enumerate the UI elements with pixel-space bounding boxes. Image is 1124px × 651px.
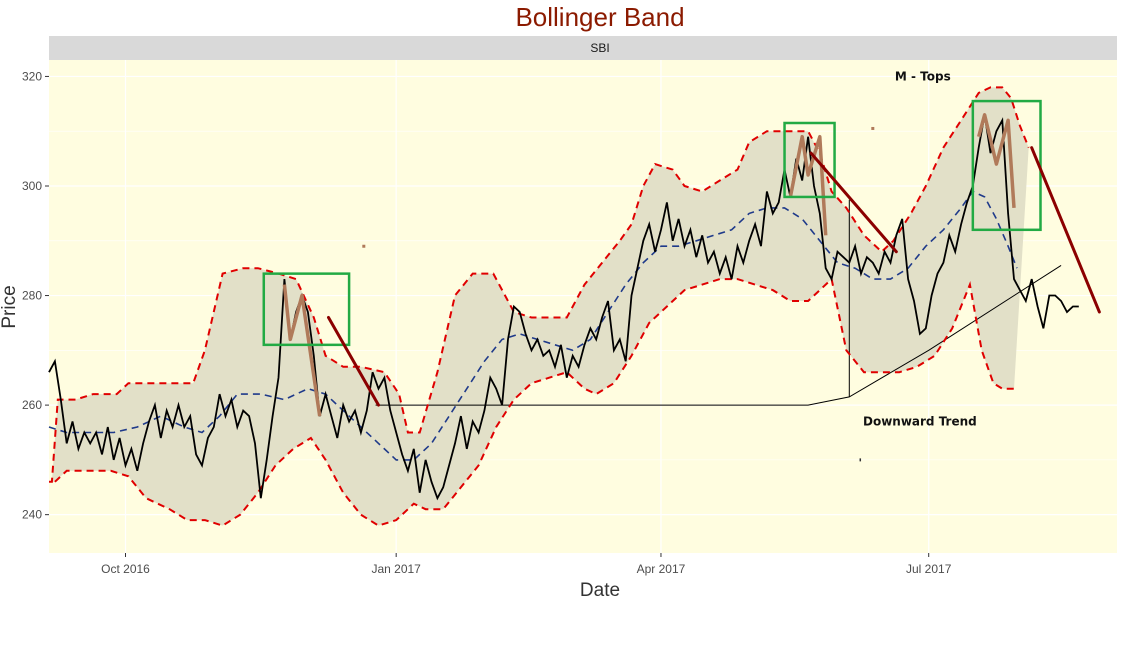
- annotation-label: Downward Trend: [863, 415, 977, 429]
- x-axis-title: Date: [580, 580, 620, 601]
- y-tick-label: 240: [22, 508, 42, 522]
- annotations: M - Tops Downward Trend: [863, 69, 977, 428]
- down-arrow: [1030, 146, 1101, 314]
- stray-mark: [871, 126, 875, 130]
- m-top-highlight: [788, 134, 828, 236]
- y-tick-label: 260: [22, 398, 42, 412]
- facet-strip: [49, 36, 1117, 60]
- down-arrow: [327, 315, 381, 407]
- facet-label: SBI: [590, 41, 609, 55]
- m-top-highlight: [282, 284, 322, 417]
- m-top-box: [783, 121, 836, 199]
- m-top-highlights: [262, 99, 1042, 417]
- down-arrow: [809, 151, 898, 254]
- annotation-label: M - Tops: [895, 69, 951, 83]
- x-tick-label: Jan 2017: [371, 562, 421, 576]
- price-line: [48, 114, 1079, 501]
- x-tick-label: Apr 2017: [637, 562, 686, 576]
- moving-average-line: [48, 190, 1018, 461]
- lower-band-line: [54, 277, 1014, 527]
- stray-mark: [859, 458, 862, 462]
- y-tick-label: 320: [22, 69, 42, 83]
- stray-marks: [362, 126, 875, 462]
- m-top-highlight: [977, 113, 1016, 209]
- y-tick-label: 280: [22, 289, 42, 303]
- x-tick-label: Oct 2016: [101, 562, 150, 576]
- stray-mark: [362, 244, 366, 248]
- axes: 240 260 280 300 320 Oct 2016 Jan 2017 Apr 2017 J…: [22, 69, 952, 576]
- y-axis-title: Price: [0, 285, 20, 328]
- down-arrows: [327, 146, 1101, 407]
- upper-band-line: [49, 86, 1030, 483]
- m-top-box: [262, 272, 351, 347]
- chart-title: Bollinger Band: [515, 2, 684, 32]
- x-tick-label: Jul 2017: [906, 562, 952, 576]
- y-tick-label: 300: [22, 179, 42, 193]
